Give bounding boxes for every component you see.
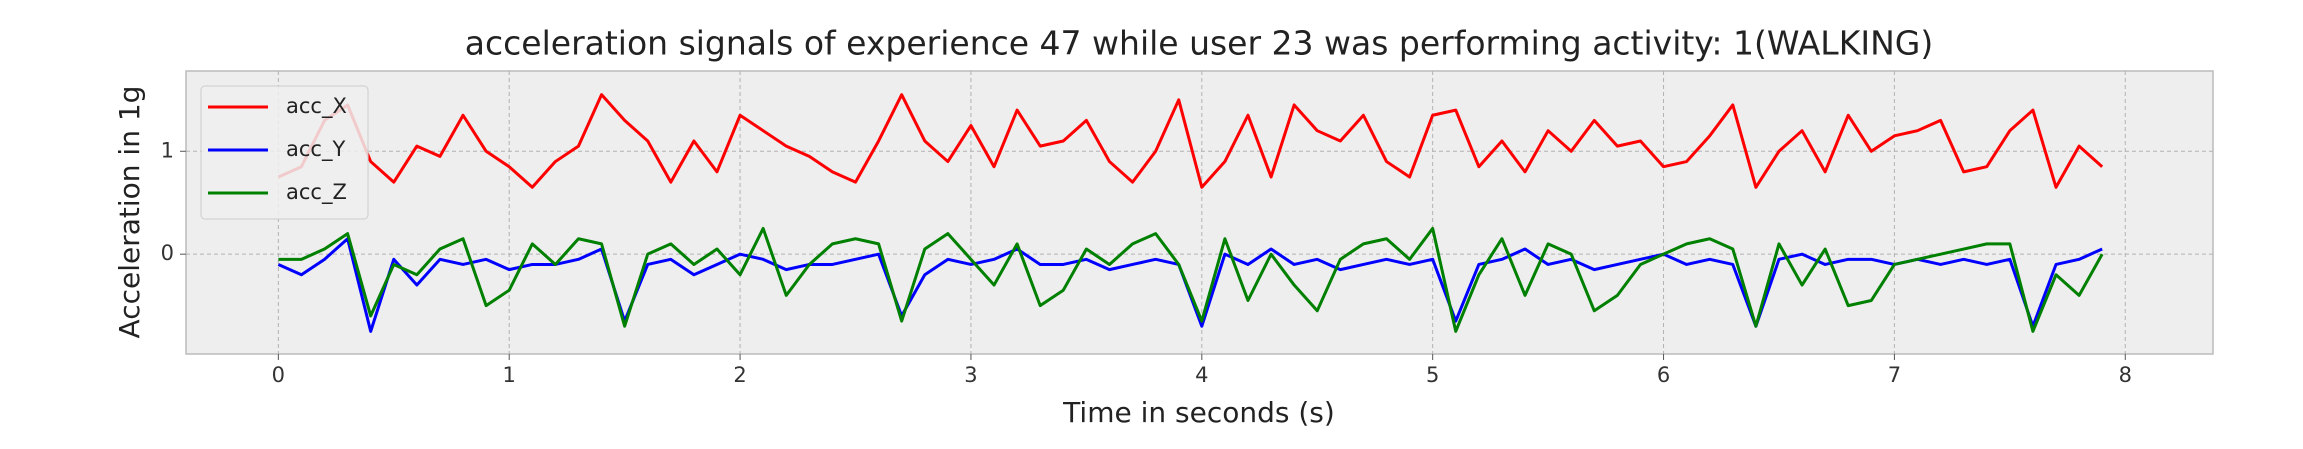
legend-box [200,85,369,220]
series-line [278,226,2104,333]
x-tick-label: 4 [1195,363,1208,387]
x-tick-label: 3 [964,363,977,387]
x-tick-label: 1 [503,363,516,387]
x-tick-label: 7 [1888,363,1901,387]
y-tick-label: 0 [161,241,174,265]
legend-label: acc_X [286,94,347,119]
x-tick-label: 6 [1657,363,1670,387]
x-tick-label: 5 [1426,363,1439,387]
chart-title: acceleration signals of experience 47 wh… [465,24,1933,63]
y-tick-label: 1 [161,138,174,162]
x-tick-label: 2 [733,363,746,387]
y-axis-label: Acceleration in 1g [113,86,146,339]
legend-label: acc_Z [286,180,347,205]
series-line [277,93,2104,189]
plot-area [185,70,2214,355]
x-tick-label: 0 [272,363,285,387]
x-axis-label: Time in seconds (s) [1062,396,1335,429]
x-tick-label: 8 [2119,363,2132,387]
legend-label: acc_Y [286,137,345,162]
